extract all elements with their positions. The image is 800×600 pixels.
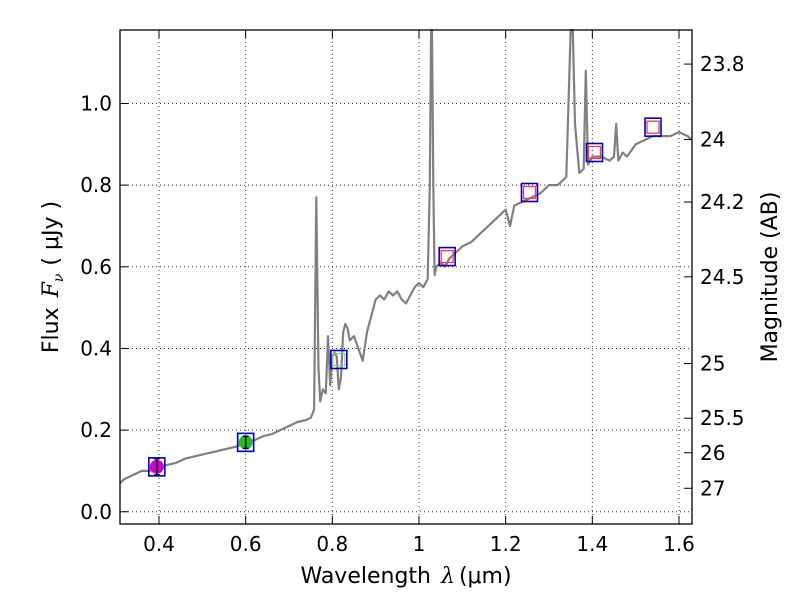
y2-tick-label: 25.5	[700, 406, 745, 430]
x-tick-label: 1.2	[490, 532, 522, 556]
photometry-point	[148, 457, 166, 477]
y-axis-label: FluxFν( μJy )	[39, 201, 67, 353]
y2-tick-label: 24.5	[700, 265, 745, 289]
y2-tick-label: 24.2	[700, 190, 745, 214]
x-tick-label: 0.8	[316, 532, 348, 556]
model-flux-marker	[585, 142, 604, 163]
spectrum-line	[119, 28, 693, 484]
photometry-points	[148, 117, 662, 477]
x-tick-label: 1.4	[576, 532, 608, 556]
y-tick-label: 0.0	[80, 500, 112, 524]
photometry-point	[438, 246, 456, 267]
x-tick-label: 0.4	[143, 532, 175, 556]
y2-tick-label: 23.8	[700, 52, 745, 76]
observed-flux-marker	[522, 185, 537, 200]
y2-tick-label: 27	[700, 476, 725, 500]
axis-ticks	[120, 30, 692, 524]
model-flux-marker	[520, 182, 539, 203]
photometry-point	[520, 182, 539, 203]
y-tick-label: 1.0	[80, 91, 112, 115]
x-tick-label: 1	[413, 532, 426, 556]
model-flux-marker	[236, 432, 255, 453]
y2-tick-label: 24	[700, 127, 725, 151]
plot-frame	[119, 29, 693, 525]
observed-flux-marker	[440, 249, 454, 264]
y2-axis-label: Magnitude (AB)	[758, 192, 783, 363]
grid-lines	[120, 30, 692, 524]
model-flux-marker	[644, 117, 662, 137]
y2-tick-labels: 23.8 24 24.2 24.5 25 25.5 26 27	[700, 52, 745, 500]
observed-flux-marker	[587, 145, 602, 160]
y2-tick-label: 25	[700, 352, 725, 376]
x-axis-label: Wavelength λ (μm)	[300, 564, 511, 589]
observed-flux-marker	[646, 120, 660, 134]
photometry-point	[236, 432, 255, 453]
x-tick-label: 0.6	[230, 532, 262, 556]
y-tick-label: 0.8	[80, 173, 112, 197]
model-flux-marker	[438, 246, 456, 267]
model-flux-marker	[330, 349, 348, 370]
photometry-point	[330, 349, 348, 370]
photometry-point	[644, 117, 662, 137]
y2-tick-label: 26	[700, 441, 725, 465]
y-tick-label: 0.4	[80, 336, 112, 360]
y-tick-labels: 0.0 0.2 0.4 0.6 0.8 1.0	[80, 91, 112, 523]
x-tick-labels: 0.4 0.6 0.8 1 1.2 1.4 1.6	[143, 532, 695, 556]
model-flux-marker	[148, 457, 166, 477]
observed-flux-marker	[332, 352, 346, 367]
photometry-point	[585, 142, 604, 163]
y-tick-label: 0.6	[80, 255, 112, 279]
spectrum-series	[119, 28, 693, 484]
x-tick-label: 1.6	[663, 532, 695, 556]
y-tick-label: 0.2	[80, 418, 112, 442]
